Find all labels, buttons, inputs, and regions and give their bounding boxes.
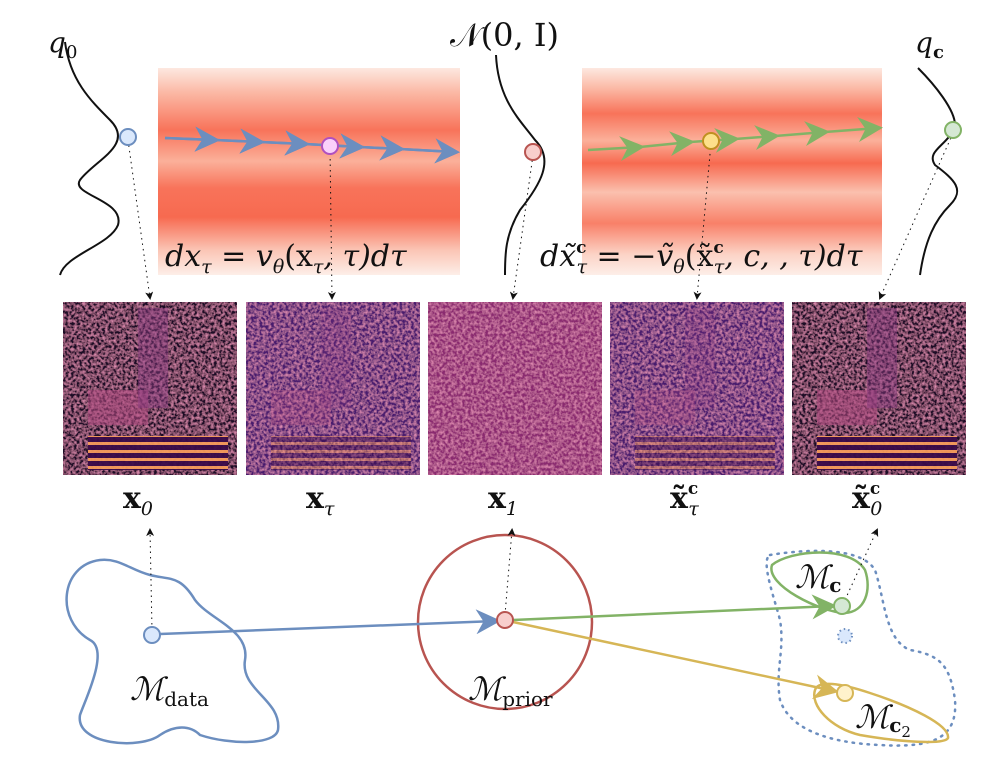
data-to-prior-arrow [159,609,501,636]
equation-forward: dxτ = vθ(xτ, τ)dτ [165,239,407,278]
spectrogram [428,302,602,475]
spectrogram-label: x̃c 0 [852,479,882,520]
spectrogram-row [63,302,966,475]
density-curve-prior [495,54,546,276]
dotted-arrow [127,139,154,300]
label-manifold-c: ℳc [795,558,841,597]
point-x-tau [321,137,339,155]
spectrogram-label: x0 [123,481,153,520]
dotted-arrow [509,154,534,300]
label-prior-manifold: ℳprior [468,670,553,711]
spectrogram [246,302,420,475]
spectrogram-label: x1 [488,481,518,520]
density-curve-q0 [59,41,120,276]
label-prior: 𝒩(0, I) [450,16,559,54]
point-prior [524,143,542,161]
label-manifold-c2: ℳc2 [855,698,911,741]
data-manifold [65,558,280,745]
heatmap-reverse [582,68,882,275]
spectrogram [792,302,966,475]
label-data-manifold: ℳdata [130,670,209,711]
dotted-arrow [693,142,712,300]
label-q0: q0 [48,26,77,63]
point-x-tilde-tau [702,132,720,150]
prior-to-c-arrow [512,594,837,622]
label-qc: qc [915,26,944,63]
point-qc [944,121,962,139]
reverse-trajectory [587,117,883,162]
forward-trajectory-arrows [164,126,460,164]
density-curve-qc [917,67,959,276]
point-unconditional [837,628,853,644]
prior-manifold [416,533,594,711]
point-prior-bottom [496,611,514,629]
equation-reverse: dx̃c τ = −ṽθ(x̃c τ, c, , τ)dτ [540,238,863,278]
point-c [833,597,851,615]
dotted-arrow [504,528,516,616]
conditional-region [765,549,957,747]
spectrogram [63,302,237,475]
point-q0 [119,128,137,146]
point-c2 [836,684,854,702]
spectrogram-label: x̃c τ [670,479,699,520]
dotted-arrow [146,528,155,631]
spectrogram [610,302,784,475]
spectrogram-labels: x0 xτ x1 x̃c τ x̃c 0 [123,479,882,520]
point-data [143,626,161,644]
spectrogram-label: xτ [306,481,335,520]
prior-to-c2-arrow [512,620,839,700]
manifold-c [770,551,869,615]
